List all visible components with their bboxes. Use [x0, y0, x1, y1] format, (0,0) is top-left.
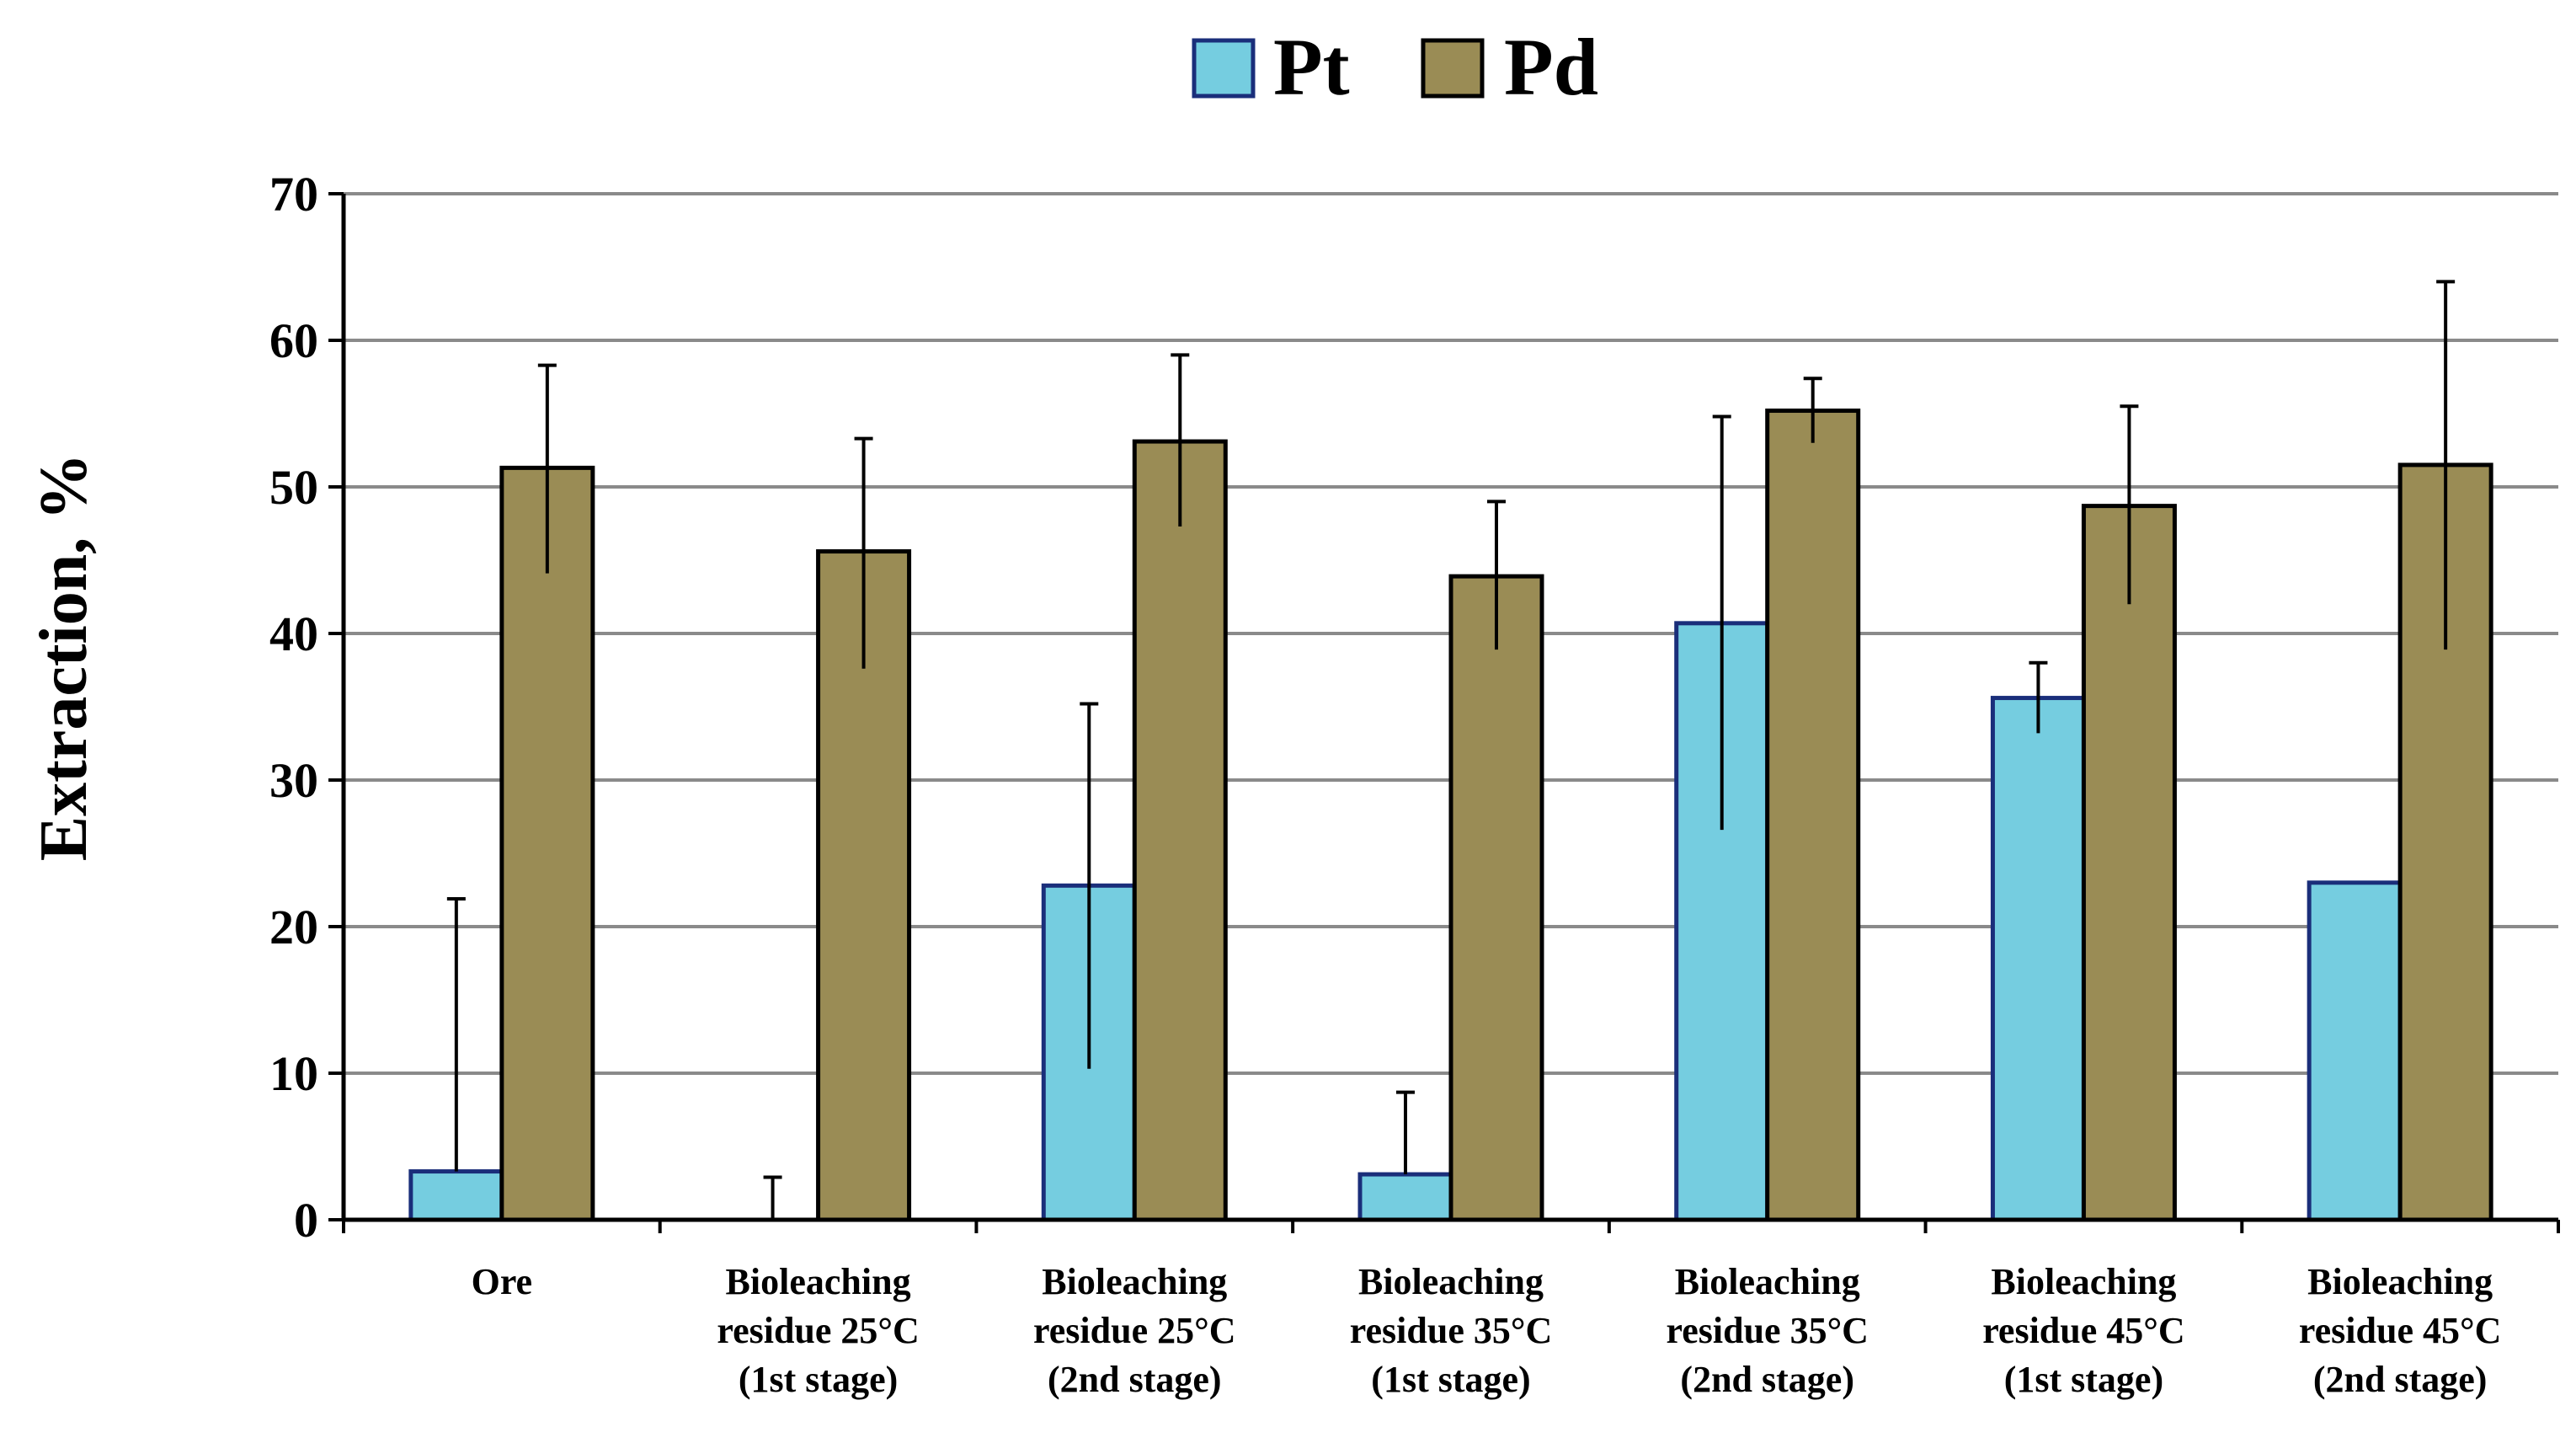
y-tick-label: 50	[269, 460, 318, 515]
x-tick-label: Bioleaching residue 35°C (1st stage)	[1350, 1261, 1552, 1400]
bar-pd	[1765, 409, 1861, 1222]
x-tick-label: Bioleaching residue 45°C (2nd stage)	[2299, 1261, 2501, 1400]
legend-swatch-pd	[1421, 38, 1485, 99]
bars	[408, 409, 2493, 1222]
x-tick-label: Bioleaching residue 25°C (2nd stage)	[1033, 1261, 1235, 1400]
x-tick-label: Bioleaching residue 25°C (1st stage)	[717, 1261, 919, 1400]
axes	[328, 192, 2560, 1233]
error-bars	[446, 280, 2456, 1220]
x-tick-label: Ore	[472, 1261, 533, 1302]
bar-pt	[2307, 880, 2403, 1222]
y-tick-label: 70	[269, 167, 318, 222]
legend: Pt Pd	[1192, 22, 1598, 112]
bar-pd	[499, 465, 595, 1222]
bar-pd	[1448, 574, 1544, 1222]
y-tick-labels: 0 10 20 30 40 50 60 70	[269, 167, 318, 1248]
bar-pt	[1990, 696, 2086, 1222]
y-tick-label: 40	[269, 607, 318, 661]
legend-label-pd: Pd	[1504, 22, 1598, 112]
x-tick-labels: Ore Bioleaching residue 25°C (1st stage) Bio…	[472, 1261, 2502, 1400]
x-tick-label: Bioleaching residue 45°C (1st stage)	[1982, 1261, 2184, 1400]
bar-pd	[1132, 439, 1228, 1222]
legend-swatch-pt	[1192, 38, 1256, 99]
legend-label-pt: Pt	[1273, 22, 1350, 112]
y-tick-label: 20	[269, 900, 318, 954]
y-tick-label: 10	[269, 1046, 318, 1101]
y-tick-label: 60	[269, 313, 318, 368]
x-tick-label: Bioleaching residue 35°C (2nd stage)	[1666, 1261, 1868, 1400]
y-tick-label: 0	[294, 1193, 318, 1248]
bar-pd	[2081, 504, 2177, 1222]
y-tick-label: 30	[269, 753, 318, 808]
bar-pt	[408, 1169, 504, 1222]
y-axis-label: Extraction, %	[27, 453, 101, 861]
bar-pt	[1357, 1172, 1453, 1222]
